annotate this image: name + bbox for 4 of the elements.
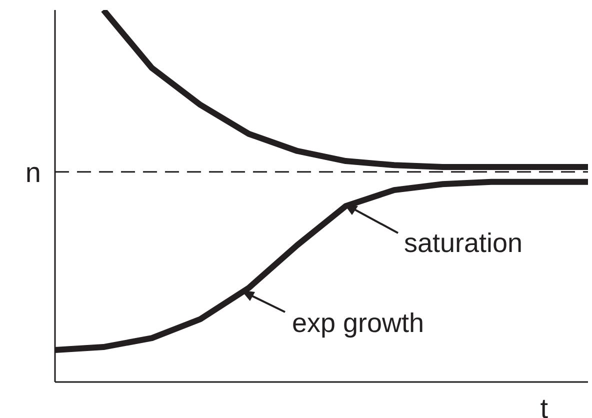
annotation: saturation — [404, 228, 523, 258]
annotation: exp growth — [292, 308, 424, 338]
ref-line-label: n — [25, 156, 41, 188]
x-axis-title: t — [540, 393, 548, 418]
